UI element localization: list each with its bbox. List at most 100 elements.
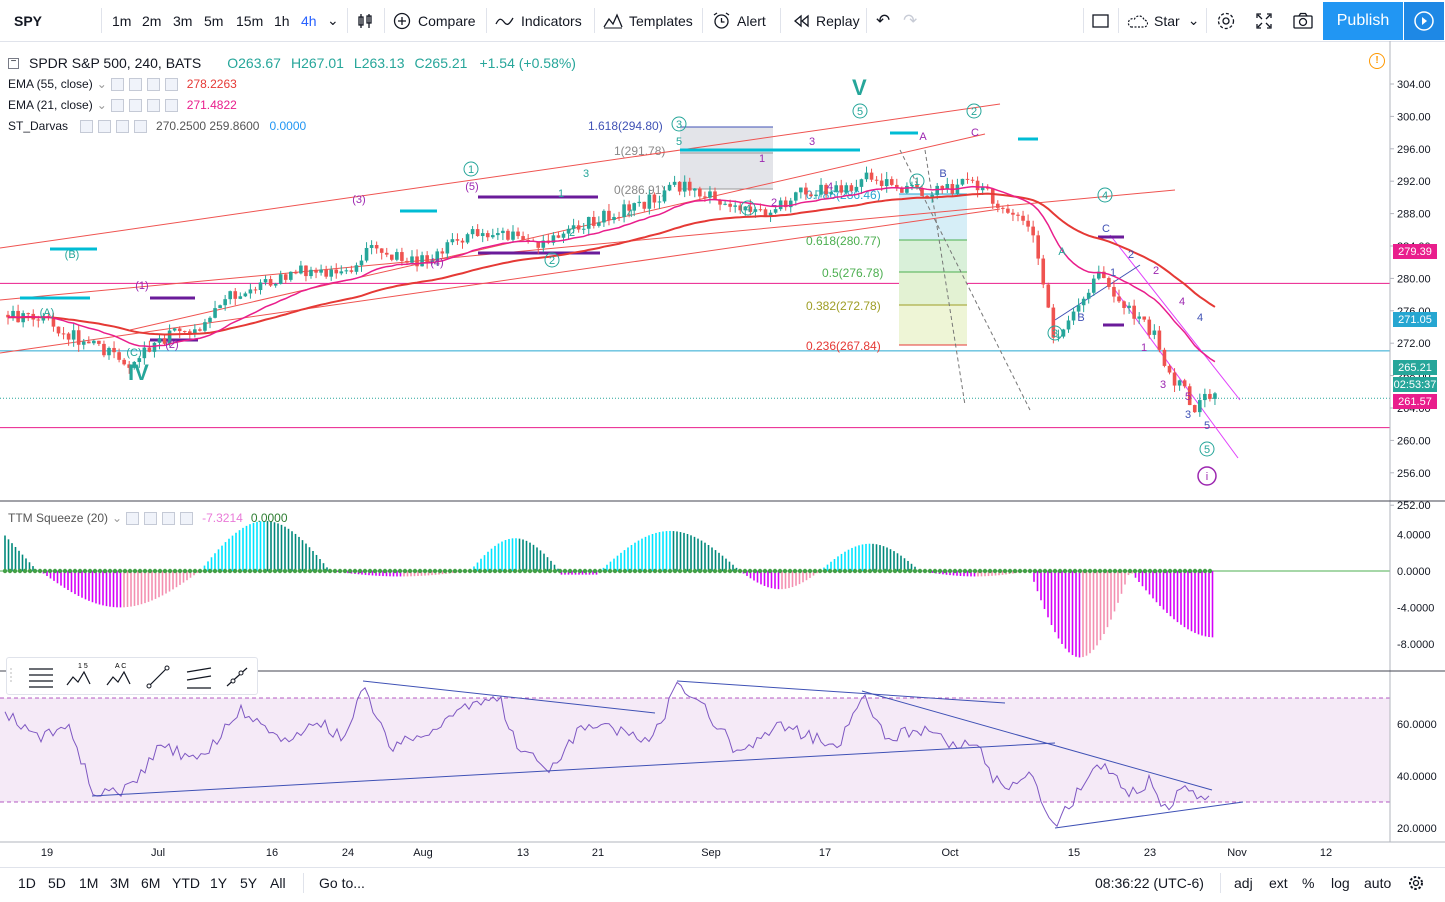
candle-body — [359, 260, 364, 266]
elliott-impulse-tool-icon[interactable]: 1 5 — [66, 663, 91, 686]
more-icon[interactable] — [180, 511, 194, 525]
eye-icon[interactable] — [110, 98, 124, 112]
close-icon[interactable] — [116, 119, 130, 133]
ttm-squeeze-dot — [1192, 568, 1198, 574]
candle-body — [491, 235, 495, 238]
alert-button[interactable]: Alert — [712, 0, 766, 41]
log-toggle[interactable]: log — [1331, 868, 1350, 898]
warning-icon[interactable]: ! — [1369, 53, 1385, 69]
candle-body — [687, 181, 692, 191]
gear-icon[interactable] — [128, 77, 142, 91]
star-button[interactable]: Star ⌄ — [1126, 0, 1199, 41]
candle-body — [51, 317, 56, 327]
indicators-button[interactable]: Indicators — [495, 0, 582, 41]
ttm-squeeze-dot — [272, 568, 278, 574]
study-legend-ttm[interactable]: TTM Squeeze (20) ⌄ -7.3214 0.0000 — [8, 511, 288, 525]
undo-button[interactable]: ↶ — [876, 0, 890, 41]
ttm-squeeze-dot — [497, 568, 503, 574]
eye-icon[interactable] — [110, 77, 124, 91]
clock[interactable]: 08:36:22 (UTC-6) — [1095, 868, 1204, 898]
chart-type-button[interactable] — [356, 0, 374, 41]
publish-button[interactable]: Publish — [1323, 2, 1403, 40]
adj-toggle[interactable]: adj — [1234, 868, 1253, 898]
study-legend-ema21[interactable]: EMA (21, close) ⌄ 271.4822 — [8, 98, 237, 112]
more-icon[interactable] — [134, 119, 148, 133]
ttm-squeeze-dot — [12, 568, 18, 574]
range-5y[interactable]: 5Y — [240, 868, 257, 898]
range-ytd[interactable]: YTD — [172, 868, 200, 898]
compare-button[interactable]: Compare — [393, 0, 476, 41]
candle-body — [839, 185, 844, 193]
eye-icon[interactable] — [126, 511, 140, 525]
parallel-channel-tool-icon[interactable] — [186, 667, 212, 689]
auto-toggle[interactable]: auto — [1364, 868, 1391, 898]
percent-toggle[interactable]: % — [1302, 868, 1314, 898]
interval-1m[interactable]: 1m — [112, 0, 131, 41]
snapshot-button[interactable] — [1292, 0, 1314, 41]
ttm-squeeze-dot — [227, 568, 233, 574]
ttm-squeeze-dot — [747, 568, 753, 574]
goto-button[interactable]: Go to... — [319, 868, 365, 898]
collapse-icon[interactable]: − — [8, 56, 19, 69]
ttm-squeeze-dot — [507, 568, 513, 574]
templates-button[interactable]: Templates — [603, 0, 693, 41]
time-tick-label: 13 — [517, 847, 529, 859]
settings-button[interactable] — [1216, 0, 1236, 41]
interval-15m[interactable]: 15m — [236, 0, 263, 41]
price-tick-label: 304.00 — [1397, 79, 1431, 91]
more-icon[interactable] — [164, 98, 178, 112]
redo-button[interactable]: ↷ — [903, 0, 917, 41]
gear-icon[interactable] — [144, 511, 158, 525]
range-3m[interactable]: 3M — [110, 868, 129, 898]
symbol-title[interactable]: SPDR S&P 500, 240, BATS — [29, 55, 202, 71]
candle-body — [713, 191, 717, 201]
interval-5m[interactable]: 5m — [204, 0, 223, 41]
fullscreen-button[interactable] — [1255, 0, 1273, 41]
elliott-correction-tool-icon[interactable]: A C — [106, 663, 131, 686]
select-all-button[interactable] — [1091, 0, 1109, 41]
chart-area[interactable]: 1.618(294.80) 1(291.78) 0(286.91) 0.786(286… — [0, 41, 1445, 867]
range-1d[interactable]: 1D — [18, 868, 36, 898]
settings-button[interactable] — [1408, 868, 1424, 898]
range-6m[interactable]: 6M — [141, 868, 160, 898]
candle-body — [107, 347, 111, 356]
study-legend-darvas[interactable]: ST_Darvas 270.2500 259.8600 0.0000 — [8, 119, 306, 133]
play-button[interactable] — [1404, 2, 1444, 40]
range-5d[interactable]: 5D — [48, 868, 66, 898]
badge-label: 279.39 — [1398, 245, 1432, 258]
gear-icon[interactable] — [128, 98, 142, 112]
interval-dropdown[interactable]: ⌄ — [327, 0, 339, 41]
symbol-search[interactable]: SPY — [14, 0, 42, 41]
fib-zone — [899, 272, 967, 305]
interval-3m[interactable]: 3m — [173, 0, 192, 41]
wave-label: (1) — [135, 280, 148, 292]
ttm-squeeze-dot — [1067, 568, 1073, 574]
ttm-squeeze-dot — [612, 568, 618, 574]
range-1y[interactable]: 1Y — [210, 868, 227, 898]
trend-line-tool-icon[interactable] — [146, 665, 170, 689]
gear-icon[interactable] — [98, 119, 112, 133]
ttm-squeeze-dot — [717, 568, 723, 574]
candle-body — [975, 180, 980, 191]
study-legend-ema55[interactable]: EMA (55, close) ⌄ 278.2263 — [8, 77, 237, 91]
ray-tool-icon[interactable] — [226, 667, 248, 687]
more-icon[interactable] — [164, 77, 178, 91]
interval-1h[interactable]: 1h — [274, 0, 290, 41]
chart-canvas[interactable]: 1.618(294.80)1(291.78)0(286.91) 0.786(286… — [0, 41, 1445, 867]
close-icon[interactable] — [146, 98, 160, 112]
fib-retracement-tool-icon[interactable] — [29, 668, 53, 688]
close-icon[interactable] — [162, 511, 176, 525]
ttm-squeeze-dot — [147, 568, 153, 574]
interval-2m[interactable]: 2m — [142, 0, 161, 41]
candle-body — [1041, 258, 1046, 285]
close-icon[interactable] — [146, 77, 160, 91]
ext-toggle[interactable]: ext — [1269, 868, 1288, 898]
ttm-squeeze-dot — [587, 568, 593, 574]
interval-4h[interactable]: 4h — [301, 0, 317, 41]
eye-icon[interactable] — [80, 119, 94, 133]
range-all[interactable]: All — [270, 868, 286, 898]
candle-body — [632, 203, 636, 211]
interval-label: 4h — [301, 12, 317, 29]
range-1m[interactable]: 1M — [79, 868, 98, 898]
replay-button[interactable]: Replay — [792, 0, 860, 41]
